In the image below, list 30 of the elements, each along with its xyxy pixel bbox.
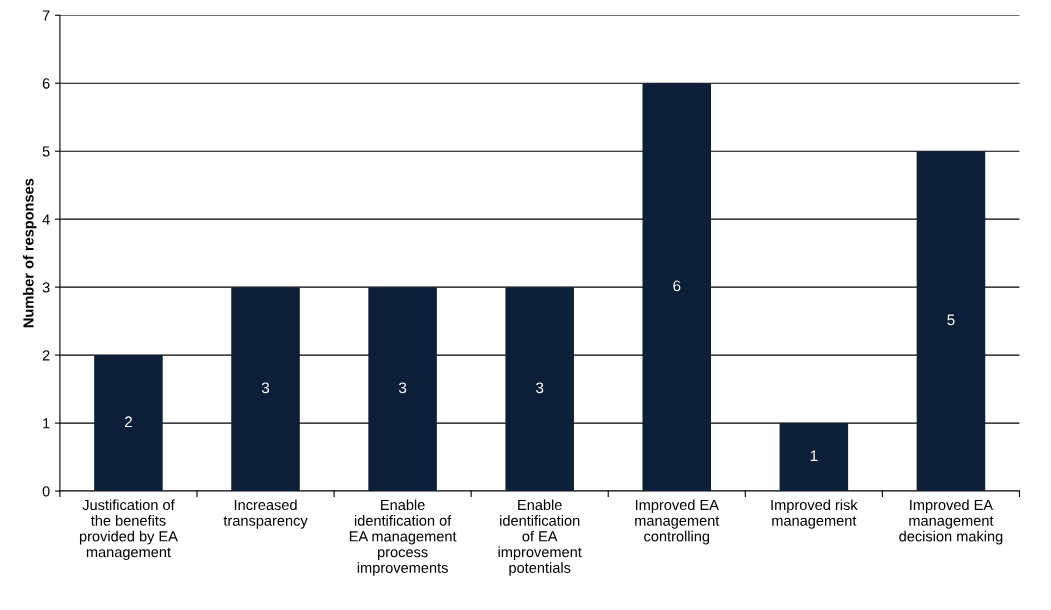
- bar: [779, 423, 849, 492]
- x-tick-label: Increased transparency: [223, 499, 308, 529]
- data-label: 1: [810, 450, 818, 462]
- y-tick-label: 0: [42, 486, 50, 497]
- y-tick-label: 4: [42, 214, 50, 225]
- y-tick-label: 2: [42, 350, 50, 361]
- x-tick-label: Enable identification of EA management process improvements: [349, 499, 457, 576]
- data-label: 3: [398, 382, 407, 394]
- bar: [642, 83, 712, 492]
- data-label: 6: [673, 280, 681, 292]
- y-tick-label: 6: [42, 78, 50, 89]
- x-tick-label: Improved risk management: [771, 499, 858, 529]
- bar: [368, 287, 437, 492]
- data-label: 5: [947, 314, 955, 326]
- x-tick-label: Enable identification of EA improvement potentials: [498, 499, 582, 576]
- data-label: 2: [124, 416, 132, 428]
- bar: [94, 355, 163, 492]
- data-label: 3: [261, 382, 270, 394]
- y-tick-label: 3: [42, 282, 50, 293]
- data-label: 3: [536, 382, 544, 394]
- bar: [916, 151, 986, 492]
- bar: [505, 287, 574, 492]
- y-tick-label: 7: [42, 10, 50, 21]
- x-tick-label: Justification of the benefits provided by EA management: [79, 499, 178, 561]
- y-tick-label: 5: [42, 146, 50, 157]
- y-axis-title: Number of responses: [22, 178, 37, 328]
- bar: [231, 287, 300, 492]
- y-tick-label: 1: [43, 418, 50, 429]
- x-tick-label: Improved EA management decision making: [899, 499, 1003, 545]
- x-tick-label: Improved EA management controlling: [635, 499, 720, 545]
